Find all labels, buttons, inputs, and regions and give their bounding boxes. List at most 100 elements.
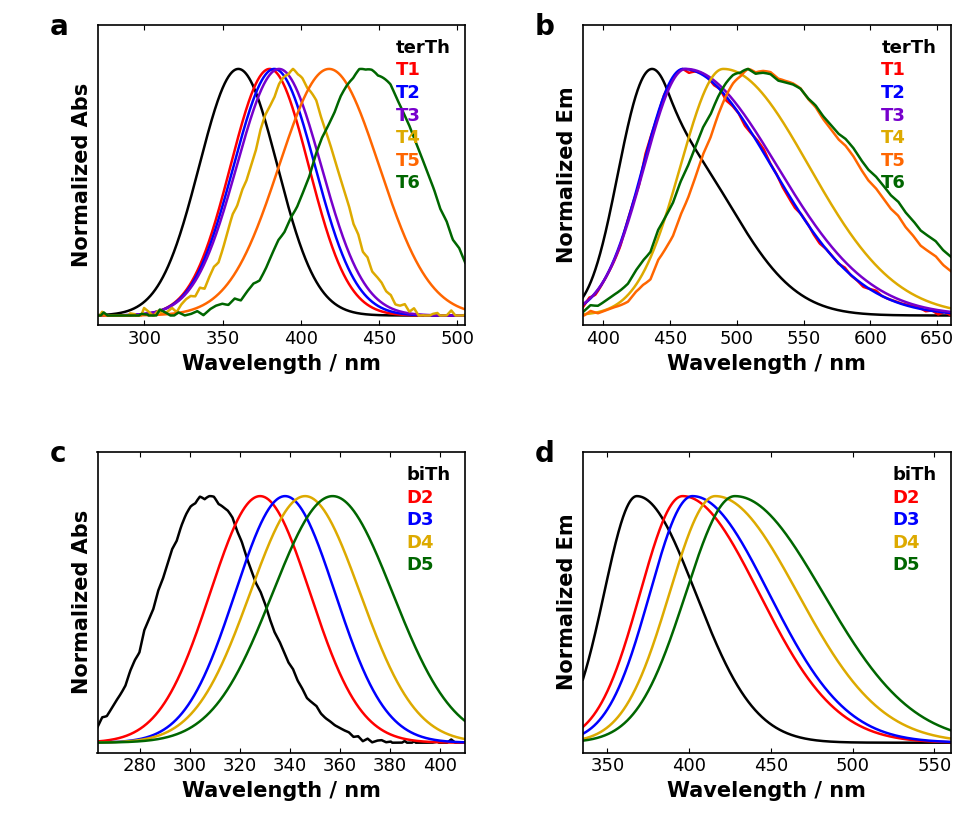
T6 [233,294,245,304]
D3 [155,726,167,736]
D2 [619,640,631,649]
Line: T4: T4 [583,69,951,314]
D2 [938,737,950,747]
terTh [619,135,631,145]
T6 [134,310,145,320]
Line: T1: T1 [583,69,951,315]
Y-axis label: Normalized Em: Normalized Em [558,514,577,690]
T4 [945,303,956,313]
T2 [233,143,245,153]
terTh [459,311,471,321]
T1 [938,308,950,317]
D2 [233,513,245,523]
T2 [938,308,950,317]
D4 [945,734,956,744]
D5 [155,734,167,744]
T1 [459,311,471,321]
terTh [641,67,652,77]
T5 [452,302,464,312]
Line: T6: T6 [98,69,465,316]
biTh [631,491,643,501]
D4 [577,734,589,744]
D4 [619,703,631,712]
T6 [718,81,729,91]
T5 [619,299,631,308]
D2 [719,525,730,535]
terTh [92,310,103,320]
T5 [898,219,910,229]
T5 [155,310,167,320]
T2 [249,92,260,101]
Y-axis label: Normalized Abs: Normalized Abs [72,83,92,267]
T3 [938,306,950,316]
D5 [134,736,145,746]
Text: c: c [50,440,66,468]
T6 [898,205,910,215]
biTh [205,491,216,501]
Line: D3: D3 [98,496,465,743]
T1 [619,225,631,235]
Line: D2: D2 [98,496,465,743]
T3 [273,64,285,74]
D3 [92,738,103,748]
T5 [134,310,145,320]
Line: T1: T1 [98,69,465,316]
T2 [719,89,730,99]
Line: D3: D3 [583,496,951,742]
T4 [92,311,103,321]
T4 [718,64,729,74]
Text: d: d [535,440,555,468]
D5 [577,735,589,745]
T6 [459,258,471,267]
D4 [641,658,652,667]
D2 [155,703,167,712]
T3 [134,309,145,319]
D4 [710,491,722,501]
T1 [641,145,652,155]
Line: biTh: biTh [98,496,465,743]
T5 [641,277,652,287]
biTh [459,737,471,747]
biTh [938,738,950,748]
T6 [92,311,103,321]
biTh [945,738,956,748]
T3 [233,155,245,164]
T6 [619,281,631,291]
D2 [898,734,910,744]
T2 [452,311,464,321]
T3 [641,153,652,163]
T5 [324,64,335,74]
T2 [134,309,145,319]
D3 [279,491,291,501]
T4 [577,309,589,319]
biTh [641,495,652,505]
T6 [938,245,950,255]
T2 [412,310,424,320]
D2 [412,736,424,746]
T3 [412,309,424,319]
Line: D2: D2 [583,496,951,742]
T4 [249,150,260,160]
Text: a: a [50,12,68,41]
terTh [646,64,658,74]
Legend: biTh, D2, D3, D4, D5: biTh, D2, D3, D4, D5 [886,461,942,580]
biTh [719,655,730,665]
T1 [945,310,956,320]
Line: T3: T3 [583,69,951,312]
T3 [155,306,167,316]
biTh [898,738,910,748]
T6 [641,252,652,262]
T2 [734,110,746,120]
D5 [92,738,103,748]
T6 [356,64,368,74]
D5 [718,497,729,507]
D5 [938,722,950,732]
X-axis label: Wavelength / nm: Wavelength / nm [667,781,866,801]
T6 [577,308,589,317]
T1 [92,311,103,321]
D4 [233,619,245,629]
D5 [249,632,260,642]
D3 [459,737,471,747]
Line: T6: T6 [583,69,951,312]
T5 [742,64,754,74]
